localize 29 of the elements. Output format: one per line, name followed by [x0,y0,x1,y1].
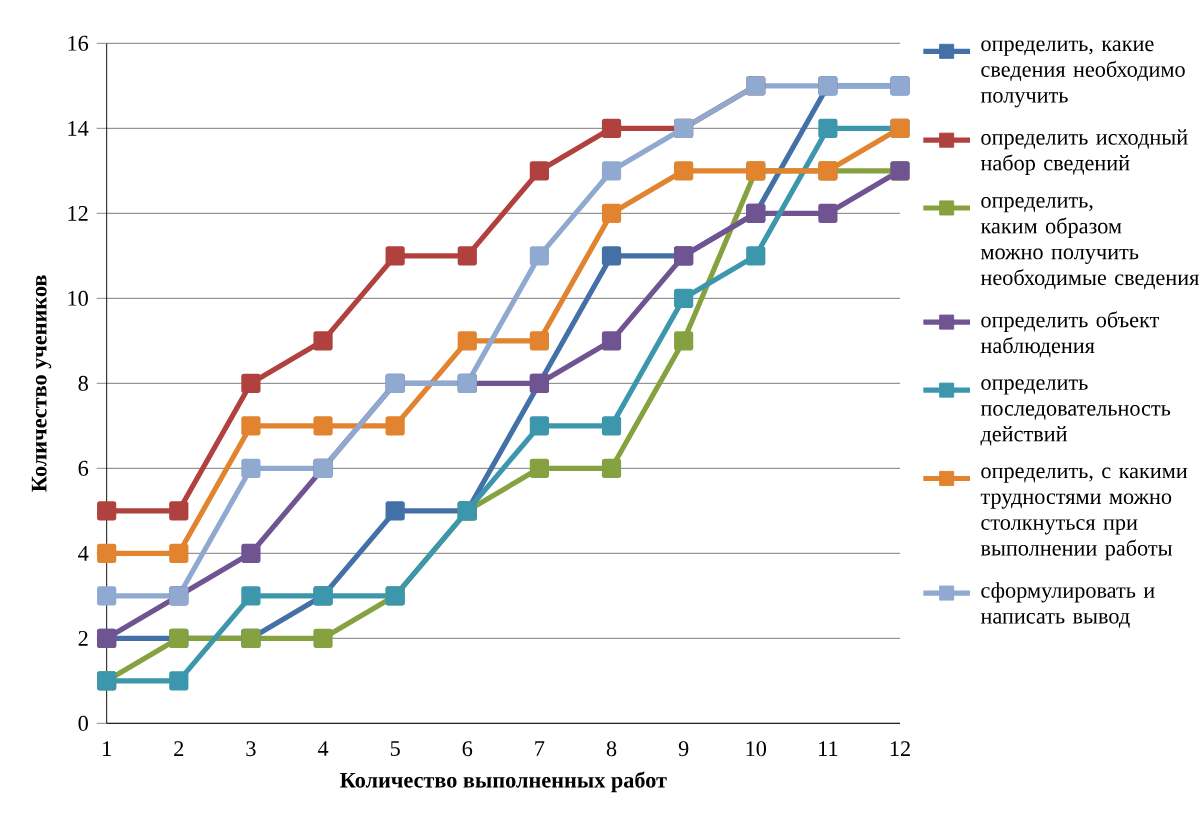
x-tick-label: 7 [535,741,545,756]
legend-label: определить исходный набор сведений [980,129,1188,176]
y-axis-title: Количество учеников [31,275,52,492]
y-tick-label: 8 [78,375,88,391]
x-tick-label: 8 [606,741,617,757]
y-tick-label: 14 [68,120,89,136]
y-tick-label: 10 [68,290,88,306]
x-tick-label: 3 [246,741,256,757]
legend-label: определить, с какими трудностями можно столкнуться при выполнении работы [980,467,1188,561]
y-tick-label: 12 [68,205,88,221]
x-tick-label: 10 [746,741,767,757]
x-tick-label: 6 [462,741,473,757]
y-tick-label: 6 [78,460,89,476]
y-tick-label: 2 [78,630,88,646]
legend-label: определить последовательность действий [980,379,1171,446]
x-tick-label: 11 [819,741,838,756]
y-tick-label: 16 [68,35,89,51]
legend-label: определить объект наблюдения [980,311,1159,358]
x-axis-title: Количество выполненных работ [340,771,667,793]
x-tick-label: 4 [317,741,329,756]
x-tick-label: 9 [678,741,689,757]
x-tick-label: 12 [890,741,910,756]
x-tick-label: 5 [390,741,400,757]
x-tick-label: 1 [103,741,111,756]
x-tick-label: 2 [174,741,184,756]
y-tick-label: 4 [78,545,89,561]
y-tick-label: 0 [78,715,88,731]
legend-label: определить, каким образом можно получить необходимые сведения [980,197,1199,290]
legend-label: сформулировать и написать вывод [980,582,1155,628]
